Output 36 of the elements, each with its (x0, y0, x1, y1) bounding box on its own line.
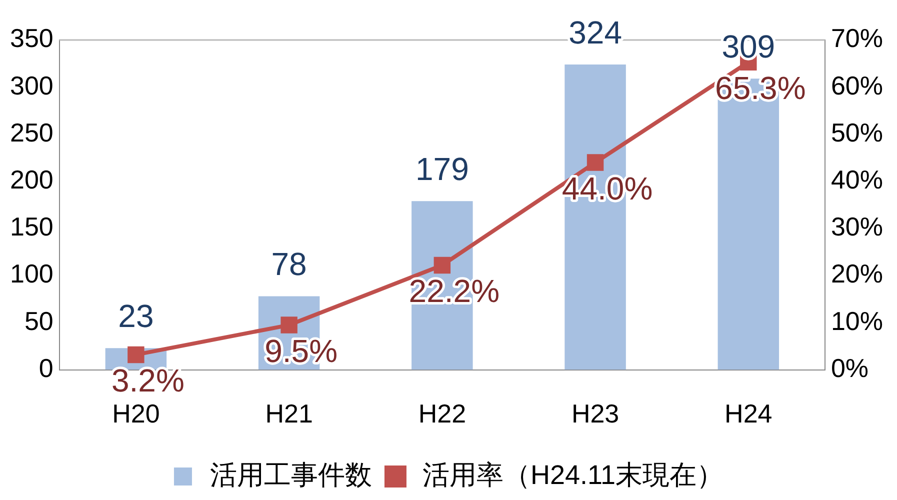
y-tick-label: 0 (38, 352, 54, 383)
data-label: 3.2% (111, 362, 184, 399)
y2-tick-label: 60% (830, 70, 884, 100)
x-tick-label: H22 (418, 398, 466, 429)
y-tick-label: 150 (10, 212, 54, 242)
data-label: 324 (568, 14, 622, 50)
point (434, 256, 451, 274)
data-label: 179 (415, 150, 469, 187)
x-tick-label: H20 (112, 398, 160, 429)
y2-tick-label: 10% (830, 306, 884, 336)
x-tick-label: H24 (724, 398, 772, 429)
y2-tick-label: 70% (830, 23, 884, 54)
y-tick-label: 350 (10, 23, 54, 54)
y2-tick-label: 50% (830, 117, 884, 148)
data-label: 9.5% (264, 332, 338, 369)
legend-label: 活用工事件数 (210, 460, 372, 490)
data-label: 44.0% (562, 170, 653, 206)
y-tick-label: 300 (10, 70, 54, 100)
point (586, 154, 604, 171)
point (280, 316, 298, 334)
y2-tick-label: 30% (830, 212, 884, 242)
legend-label: 活用率（H24.11末現在） (422, 460, 724, 490)
y2-tick-label: 20% (830, 258, 884, 289)
y-tick-label: 100 (10, 258, 54, 289)
y-tick-label: 250 (10, 117, 54, 148)
y-tick-label: 200 (10, 164, 54, 195)
y2-tick-label: 40% (830, 164, 884, 195)
data-label: 22.2% (408, 273, 500, 310)
data-label: 23 (118, 298, 154, 334)
x-tick-label: H23 (571, 398, 620, 429)
y-tick-label: 50 (24, 306, 54, 336)
data-label: 309 (722, 28, 776, 64)
data-label: 65.3% (715, 70, 806, 106)
data-label: 78 (271, 246, 307, 282)
y2-tick-label: 0% (830, 352, 869, 383)
x-tick-label: H21 (265, 398, 313, 429)
